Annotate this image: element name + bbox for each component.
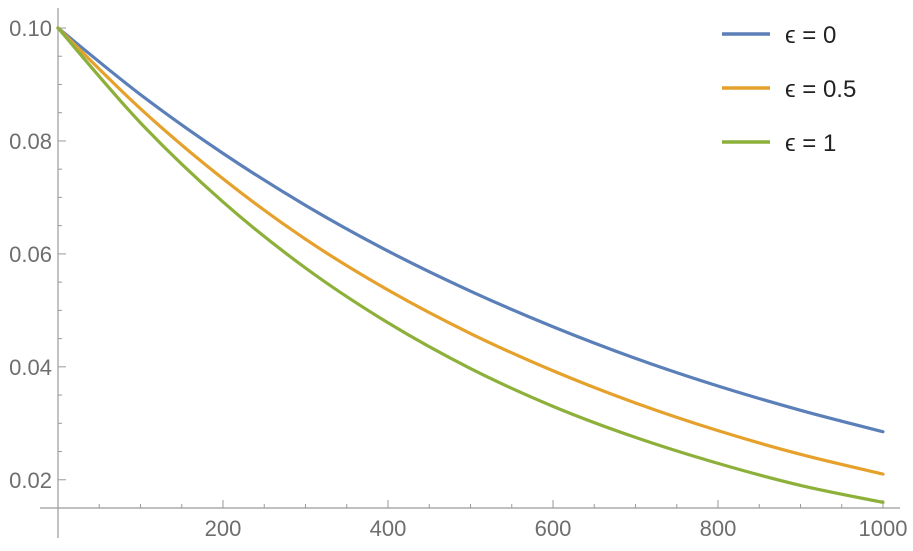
- x-tick-label: 200: [205, 516, 242, 541]
- legend-label: ϵ = 1: [785, 130, 836, 157]
- legend-label: ϵ = 0.5: [785, 76, 856, 103]
- axes: 200 400 600 800 1000 0.02 0.04 0.06 0.08 0.10: [9, 8, 907, 541]
- x-tick-label: 400: [370, 516, 407, 541]
- y-tick-label: 0.08: [9, 129, 52, 154]
- plot-area: [56, 26, 885, 504]
- series-line-2: [56, 26, 885, 504]
- x-tick-label: 600: [535, 516, 572, 541]
- legend-label: ϵ = 0: [785, 22, 836, 49]
- legend: ϵ = 0 ϵ = 0.5 ϵ = 1: [722, 22, 856, 157]
- y-tick-label: 0.06: [9, 242, 52, 267]
- x-tick-label: 1000: [859, 516, 908, 541]
- x-tick-label: 800: [700, 516, 737, 541]
- series-line-1: [56, 26, 885, 476]
- series-line-0: [56, 26, 885, 434]
- y-tick-label: 0.10: [9, 16, 52, 41]
- y-tick-label: 0.04: [9, 355, 52, 380]
- y-tick-label: 0.02: [9, 468, 52, 493]
